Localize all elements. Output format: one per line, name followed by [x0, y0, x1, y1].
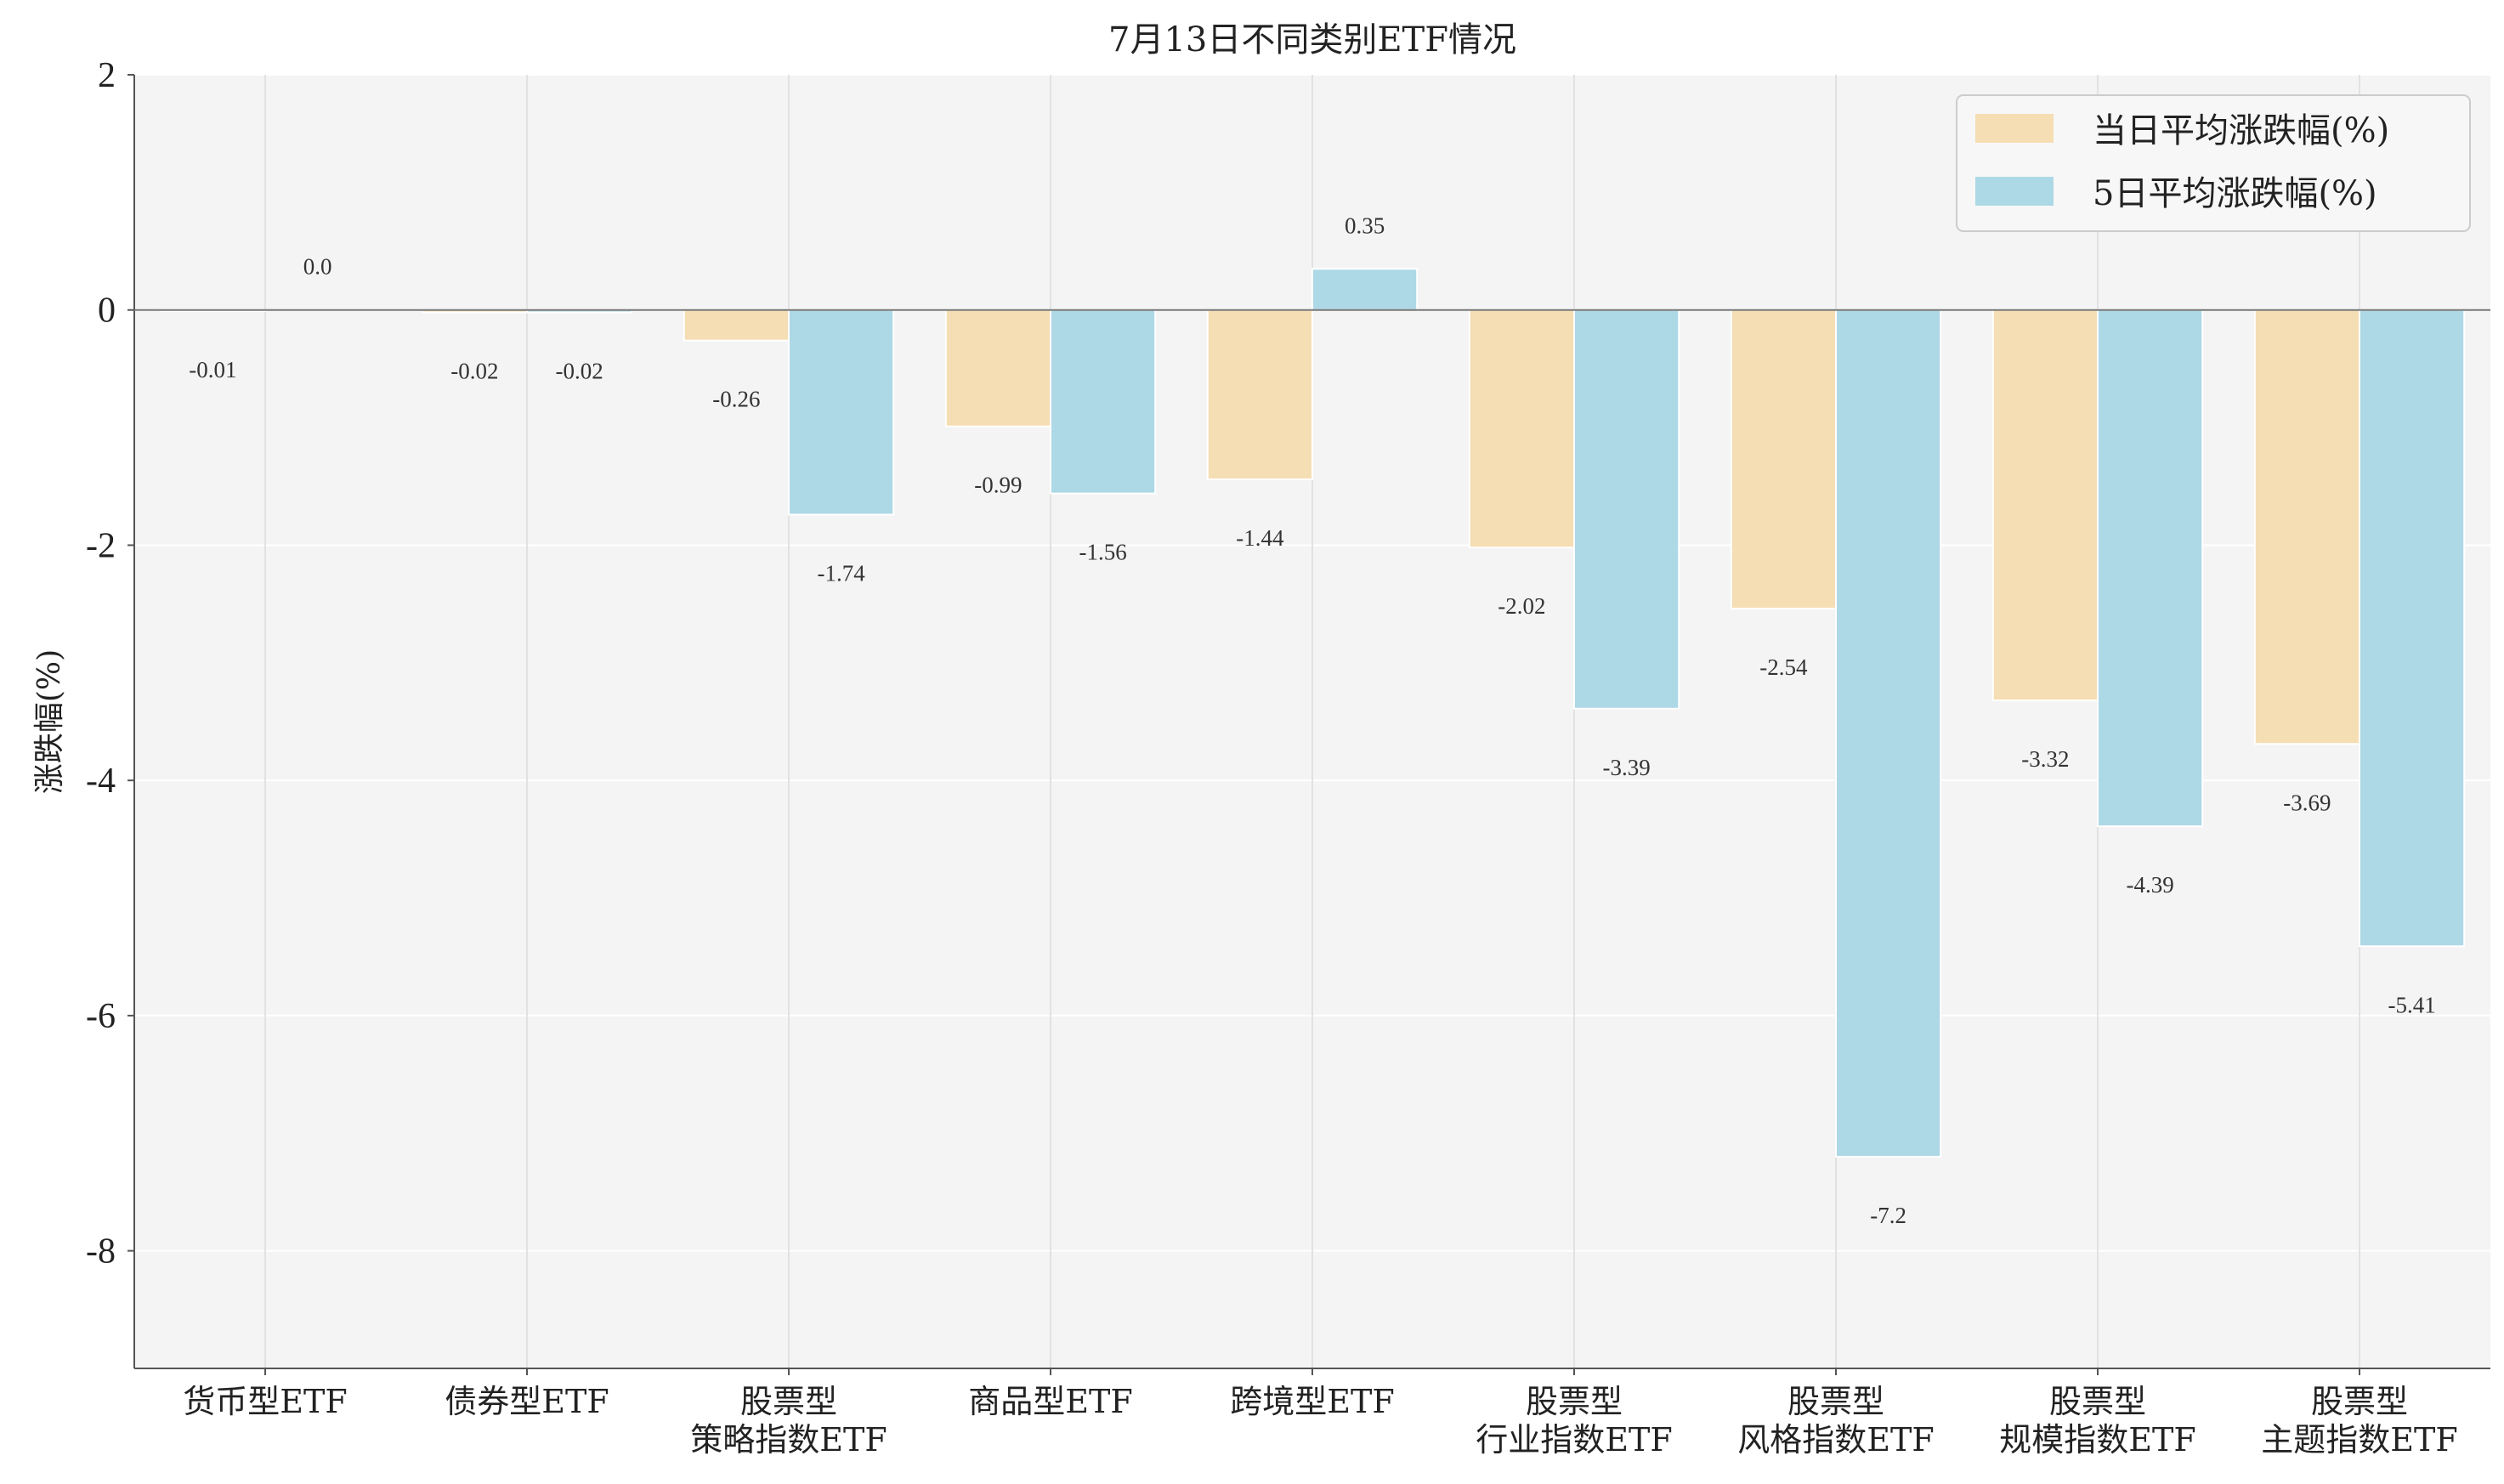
bar-series-1-cat-4 [944, 309, 1052, 428]
bar-series-1-cat-8 [1991, 309, 2099, 702]
x-tick-label: 行业指数ETF [1476, 1421, 1672, 1459]
data-label-series-1-cat-4: -0.99 [974, 473, 1022, 498]
y-tick-labels: -8 -6 -4 -2 0 2 [86, 56, 134, 1272]
data-label-series-1-cat-5: -1.44 [1236, 525, 1284, 551]
x-tick-label: 主题指数ETF [2261, 1421, 2457, 1459]
bar-series-2-cat-8 [2097, 309, 2204, 828]
legend-label-series-2: 5日平均涨跌幅(%) [2093, 174, 2377, 213]
data-label-series-2-cat-1: 0.0 [303, 254, 332, 280]
bar-series-1-cat-9 [2253, 309, 2361, 745]
data-label-series-1-cat-6: -2.02 [1498, 593, 1545, 619]
y-tick-label: -8 [86, 1232, 116, 1272]
bar-series-2-cat-4 [1050, 309, 1157, 495]
data-label-series-2-cat-4: -1.56 [1079, 540, 1126, 565]
x-tick-label: 风格指数ETF [1737, 1421, 1934, 1459]
data-label-series-1-cat-3: -0.26 [712, 387, 760, 412]
data-label-series-1-cat-2: -0.02 [450, 358, 498, 383]
data-label-series-2-cat-9: -5.41 [2388, 992, 2435, 1017]
data-label-series-2-cat-3: -1.74 [817, 560, 865, 586]
x-tick-label: 债券型ETF [445, 1383, 609, 1420]
data-label-series-2-cat-6: -3.39 [1602, 755, 1650, 780]
y-tick-label: 0 [98, 292, 116, 331]
bar-series-2-cat-7 [1835, 309, 1942, 1158]
y-axis-label: 涨跌幅(%) [32, 649, 67, 794]
bar-series-2-cat-3 [788, 309, 895, 516]
x-tick-label: 股票型 [2049, 1383, 2146, 1420]
data-label-series-1-cat-7: -2.54 [1759, 654, 1808, 680]
data-label-series-2-cat-7: -7.2 [1870, 1203, 1906, 1228]
x-tick-label: 股票型 [2311, 1383, 2408, 1420]
data-label-series-1-cat-1: -0.01 [189, 357, 236, 382]
legend-swatch-series-1 [1975, 114, 2054, 143]
data-labels: -0.01 -0.02 -0.26 -0.99 -1.44 -2.02 -2.54 -3.32… [189, 212, 2435, 1228]
x-tick-label: 股票型 [740, 1383, 837, 1420]
x-tick-label: 策略指数ETF [690, 1421, 887, 1459]
bar-series-1-cat-6 [1468, 309, 1576, 549]
legend-swatch-series-2 [1975, 177, 2054, 206]
bar-series-1-cat-3 [683, 309, 790, 342]
bar-series-2-cat-9 [2359, 309, 2466, 948]
x-tick-label: 规模指数ETF [1999, 1421, 2195, 1459]
y-tick-label: -4 [86, 762, 116, 801]
x-tick-label: 商品型ETF [968, 1383, 1132, 1420]
y-tick-label: 2 [98, 56, 116, 95]
data-label-series-2-cat-2: -0.02 [555, 358, 603, 383]
data-label-series-2-cat-8: -4.39 [2126, 872, 2173, 898]
data-label-series-1-cat-9: -3.69 [2283, 790, 2331, 815]
y-tick-label: -2 [86, 526, 116, 565]
x-tick-label: 股票型 [1526, 1383, 1623, 1420]
legend-box [1956, 94, 2471, 232]
y-tick-label: -6 [86, 997, 116, 1036]
data-label-series-1-cat-8: -3.32 [2021, 746, 2069, 772]
bar-series-2-cat-6 [1573, 309, 1680, 710]
bar-series-1-cat-5 [1206, 309, 1314, 480]
x-tick-label: 股票型 [1787, 1383, 1884, 1420]
bar-series-1-cat-7 [1730, 309, 1838, 610]
x-tick-label: 跨境型ETF [1230, 1383, 1394, 1420]
chart-title: 7月13日不同类别ETF情况 [1108, 20, 1516, 59]
x-tick-label: 货币型ETF [183, 1383, 347, 1420]
legend-label-series-1: 当日平均涨跌幅(%) [2093, 111, 2389, 150]
legend: 当日平均涨跌幅(%) 5日平均涨跌幅(%) [1956, 94, 2471, 232]
data-label-series-2-cat-5: 0.35 [1345, 212, 1385, 238]
bar-series-2-cat-5 [1311, 268, 1419, 311]
